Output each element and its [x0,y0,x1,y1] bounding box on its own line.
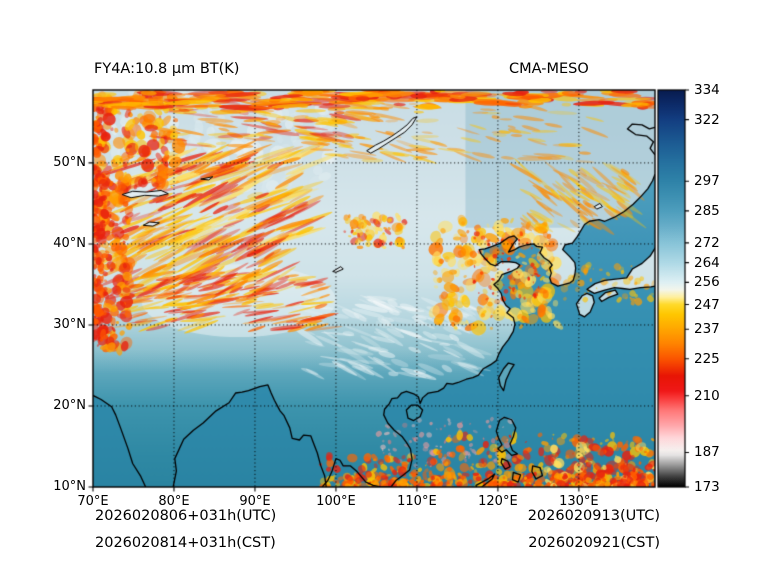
y-tick-label: 30°N [53,316,86,332]
colorbar-tick-label: 237 [694,321,720,338]
colorbar-tick-label: 285 [694,202,720,219]
init-time-utc: 2026020806+031h(UTC) [95,508,277,524]
x-tick-label: 70°E [77,494,109,509]
model-label: CMA-MESO [509,61,589,77]
x-tick-label: 120°E [478,494,518,509]
colorbar-tick-label: 322 [694,111,720,128]
colorbar-tick-label: 264 [694,254,720,271]
x-tick-label: 90°E [239,494,271,509]
valid-time-utc: 2026020913(UTC) [527,508,660,524]
x-tick-label: 100°E [316,494,356,509]
colorbar-tick-label: 297 [694,173,720,190]
colorbar-tick-label: 187 [694,444,720,461]
x-tick-label: 80°E [158,494,190,509]
colorbar-tick-label: 225 [694,350,720,367]
x-tick-label: 110°E [397,494,437,509]
colorbar-tick-label: 210 [694,387,720,404]
colorbar-tick-label: 272 [694,234,720,251]
y-tick-label: 10°N [53,479,86,494]
colorbar-tick-label: 173 [694,479,720,495]
y-tick-label: 40°N [53,235,86,251]
colorbar-tick-label: 247 [694,296,720,313]
colorbar-tick-label: 334 [694,82,720,98]
x-tick-label: 130°E [559,494,599,509]
plot-title: FY4A:10.8 μm BT(K) [94,61,240,77]
colorbar-tick-label: 256 [694,274,720,291]
y-tick-label: 20°N [53,397,86,413]
y-tick-label: 50°N [53,154,86,170]
init-time-cst: 2026020814+031h(CST) [95,535,276,551]
valid-time-cst: 2026020921(CST) [528,535,660,551]
